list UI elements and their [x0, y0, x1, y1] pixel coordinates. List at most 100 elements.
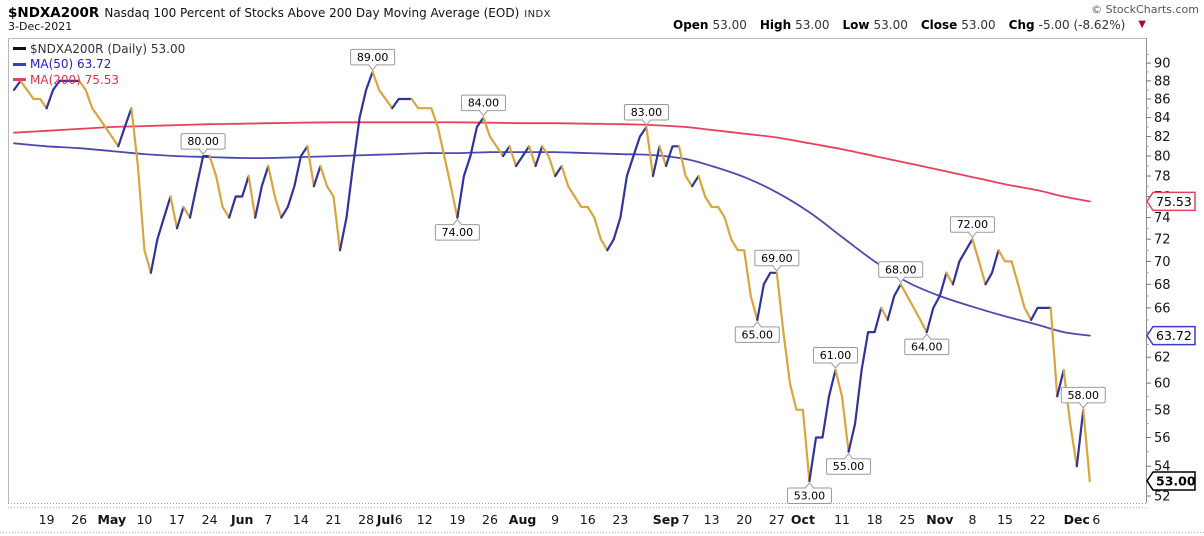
annotation-value: 55.00 — [833, 460, 865, 473]
price-line-down-segment — [508, 145, 518, 168]
axis-callout-value: 53.00 — [1156, 473, 1196, 488]
x-tick-label: 7 — [682, 512, 690, 527]
annotation-pointer — [771, 264, 782, 272]
price-line-up-segment — [1029, 306, 1052, 321]
price-line-down-segment — [697, 174, 759, 321]
ma50-line — [13, 142, 1091, 337]
exchange-label: INDX — [524, 9, 551, 20]
price-line-down-segment — [560, 164, 609, 252]
price-line-up-segment — [554, 164, 563, 178]
price-line-down-segment — [540, 145, 557, 178]
price-line-up-segment — [117, 107, 133, 148]
x-tick-label: 23 — [612, 512, 628, 527]
x-tick-label: 7 — [264, 512, 272, 527]
annotation-pointer — [478, 109, 489, 117]
annotation-value: 84.00 — [468, 97, 500, 110]
annotation-value: 61.00 — [820, 349, 852, 362]
y-tick-label: 52 — [1154, 490, 1171, 505]
price-line-down-segment — [997, 249, 1033, 321]
y-tick-label: 70 — [1154, 255, 1171, 270]
x-tick-label: 6 — [1092, 512, 1100, 527]
annotation-value: 74.00 — [442, 226, 474, 239]
x-tick-label: 14 — [293, 512, 309, 527]
annotation-pointer — [830, 362, 841, 369]
annotation-pointer — [198, 148, 208, 155]
annotation-pointer — [921, 333, 932, 340]
x-tick-label: 27 — [769, 512, 785, 527]
x-tick-label: Jun — [230, 512, 253, 527]
x-tick-label: 19 — [39, 512, 55, 527]
y-tick-label: 68 — [1154, 278, 1171, 293]
y-tick-label: 90 — [1154, 57, 1171, 72]
price-line-up-segment — [338, 70, 374, 252]
legend-label: MA(200) 75.53 — [30, 72, 119, 87]
price-line-up-segment — [847, 306, 883, 453]
price-line-up-segment — [886, 283, 902, 321]
legend-line-swatch — [13, 78, 26, 82]
x-tick-label: Dec — [1064, 512, 1090, 527]
price-line-up-segment — [45, 79, 81, 110]
price-line-down-segment — [645, 125, 655, 178]
price-line-up-segment — [1075, 408, 1085, 468]
price-line-down-segment — [527, 145, 537, 168]
x-tick-label: 19 — [449, 512, 465, 527]
price-line-up-segment — [808, 368, 837, 483]
x-tick-label: 15 — [997, 512, 1013, 527]
quote-close: Close 53.00 — [920, 18, 996, 32]
x-tick-label: 10 — [136, 512, 152, 527]
price-line-up-segment — [606, 125, 648, 252]
annotation-value: 53.00 — [794, 489, 826, 502]
price-line-down-segment — [971, 238, 987, 286]
x-tick-label: 25 — [899, 512, 915, 527]
stockcharts-credit: © StockCharts.com — [1091, 3, 1199, 16]
price-line-up-segment — [690, 174, 700, 188]
symbol: $NDXA200R — [8, 5, 100, 21]
axis-callout-box — [1146, 325, 1196, 346]
price-line-down-segment — [319, 164, 342, 252]
annotation-pointer — [452, 218, 463, 226]
price-line-down-segment — [775, 271, 811, 483]
legend-item-1: MA(50) 63.72 — [13, 57, 185, 73]
annotation-value: 64.00 — [911, 341, 943, 354]
annotation-pointer — [1078, 402, 1089, 409]
legend-label: $NDXA200R (Daily) 53.00 — [30, 41, 186, 56]
price-line-down-segment — [306, 145, 315, 188]
price-line-down-segment — [410, 97, 459, 219]
x-tick-label: 20 — [736, 512, 752, 527]
y-tick-label: 72 — [1154, 233, 1171, 248]
chart-header: $NDXA200R Nasdaq 100 Percent of Stocks Ab… — [8, 2, 551, 21]
chart-title: Nasdaq 100 Percent of Stocks Above 200 D… — [104, 6, 520, 20]
y-tick-label: 56 — [1154, 431, 1171, 446]
price-line-up-segment — [951, 238, 974, 286]
x-tick-label: 13 — [704, 512, 720, 527]
x-tick-label: 12 — [417, 512, 433, 527]
legend-item-2: MA(200) 75.53 — [13, 72, 185, 88]
x-tick-label: 18 — [867, 512, 883, 527]
price-line-up-segment — [312, 164, 322, 188]
legend-item-0: $NDXA200R (Daily) 53.00 — [13, 41, 185, 57]
x-tick-label: 21 — [326, 512, 342, 527]
y-tick-label: 88 — [1154, 74, 1171, 89]
annotation-value: 80.00 — [187, 135, 219, 148]
x-tick-label: 16 — [580, 512, 596, 527]
axis-callout-box — [1146, 191, 1196, 212]
y-tick-label: 84 — [1154, 111, 1171, 126]
annotation-pointer — [804, 482, 815, 489]
legend-label: MA(50) 63.72 — [30, 57, 112, 72]
x-tick-label: Sep — [653, 512, 679, 527]
annotation-value: 83.00 — [631, 106, 663, 119]
price-line-up-segment — [254, 164, 270, 219]
price-line-up-segment — [456, 116, 485, 219]
y-tick-label: 60 — [1154, 377, 1171, 392]
price-line-down-segment — [482, 116, 505, 158]
x-tick-label: 28 — [358, 512, 374, 527]
price-line-down-segment — [130, 107, 152, 274]
x-tick-label: 26 — [71, 512, 87, 527]
annotation-value: 68.00 — [885, 263, 917, 276]
y-tick-label: 66 — [1154, 301, 1171, 316]
y-tick-label: 82 — [1154, 130, 1171, 145]
x-tick-label: Nov — [926, 512, 953, 527]
x-tick-label: 8 — [968, 512, 976, 527]
price-line-up-segment — [514, 145, 531, 168]
